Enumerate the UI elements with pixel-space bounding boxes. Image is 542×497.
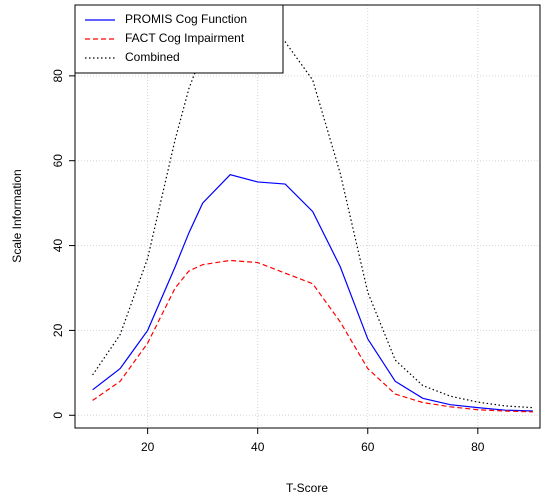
legend-label: Combined — [125, 50, 180, 64]
y-tick-label: 80 — [51, 69, 65, 83]
series-line — [92, 174, 533, 412]
x-tick-label: 20 — [141, 440, 155, 454]
legend-label: FACT Cog Impairment — [125, 31, 245, 45]
y-tick-label: 60 — [51, 154, 65, 168]
series-line — [92, 259, 533, 413]
plot-frame — [74, 4, 541, 429]
x-axis-label: T-Score — [286, 481, 328, 495]
series-line — [92, 20, 533, 409]
x-tick-label: 40 — [251, 440, 265, 454]
x-tick-label: 60 — [361, 440, 375, 454]
y-tick-label: 20 — [51, 323, 65, 337]
legend-label: PROMIS Cog Function — [125, 12, 247, 26]
y-axis-label: Scale Information — [10, 169, 24, 262]
y-tick-label: 40 — [51, 239, 65, 253]
x-tick-label: 80 — [471, 440, 485, 454]
y-tick-label: 0 — [51, 412, 65, 419]
